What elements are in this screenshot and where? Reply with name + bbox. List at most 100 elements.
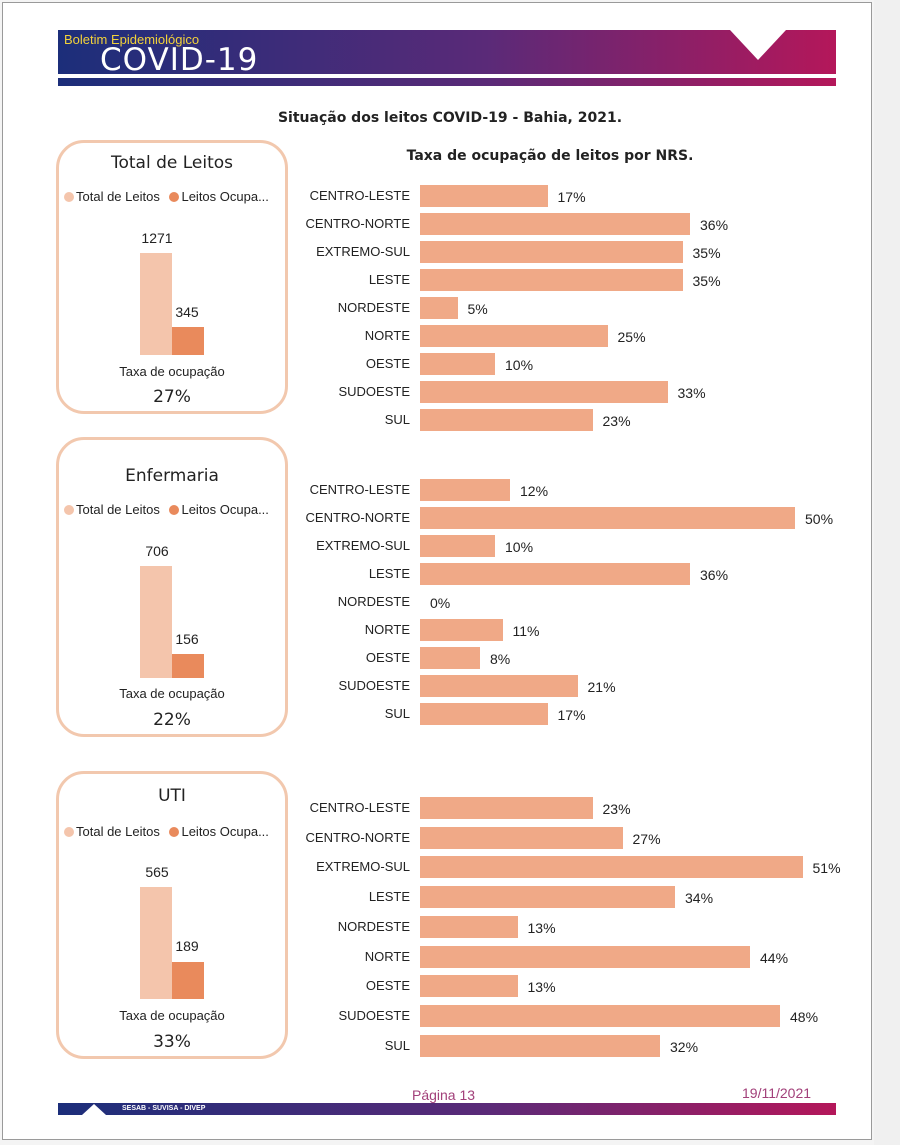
- nrs-chart-enfermaria: CENTRO-LESTE 12% CENTRO-NORTE 50% EXTREMO-SU…: [300, 478, 860, 734]
- total-value-label: 706: [145, 543, 169, 559]
- legend-item-total: Total de Leitos: [64, 502, 160, 517]
- occupied-bar: [172, 962, 204, 999]
- category-label: EXTREMO-SUL: [316, 538, 410, 553]
- category-label: OESTE: [365, 978, 410, 994]
- card-title: Total de Leitos: [110, 153, 234, 173]
- rate-label: Taxa de ocupação: [119, 1008, 225, 1023]
- chart-row-extremo-sul: EXTREMO-SUL 35%: [300, 240, 860, 264]
- page-number: Página 13: [412, 1087, 476, 1103]
- legend-item-total: Total de Leitos: [64, 824, 160, 839]
- chart-row-sul: SUL 32%: [300, 1034, 860, 1058]
- category-label: CENTRO-NORTE: [305, 510, 410, 525]
- footer-banner: [58, 1103, 836, 1115]
- bar-value-label: 13%: [527, 979, 556, 996]
- total-bar: [140, 253, 172, 355]
- bar-sudoeste: [420, 675, 578, 697]
- bar-value-label: 48%: [790, 1008, 819, 1025]
- chart-row-norte: NORTE 25%: [300, 324, 860, 348]
- bar-value-label: 50%: [805, 511, 834, 527]
- category-label: NORDESTE: [337, 300, 410, 315]
- nrs-chart-uti: CENTRO-LESTE 23% CENTRO-NORTE 27% EXTREMO-SU…: [300, 796, 860, 1060]
- category-label: NORDESTE: [337, 918, 410, 934]
- bar-extremo-sul: [420, 241, 683, 263]
- chart-row-centro-leste: CENTRO-LESTE 12%: [300, 478, 860, 502]
- legend-dot-occupied: [169, 192, 180, 202]
- bar-value-label: 32%: [670, 1038, 699, 1055]
- occupied-bar: [172, 327, 204, 355]
- bar-value-label: 27%: [632, 830, 661, 847]
- bar-extremo-sul: [420, 856, 803, 879]
- bar-value-label: 10%: [505, 539, 534, 555]
- legend: Total de Leitos Leitos Ocupa...: [64, 189, 288, 207]
- legend-label-total: Total de Leitos: [76, 502, 160, 517]
- bar-nordeste: [420, 297, 458, 319]
- bar-value-label: 23%: [602, 413, 631, 429]
- card-title: Enfermaria: [125, 466, 219, 486]
- chart-row-norte: NORTE 44%: [300, 945, 860, 969]
- chart-row-nordeste: NORDESTE 5%: [300, 296, 860, 320]
- occupied-value-label: 156: [175, 631, 199, 647]
- category-label: EXTREMO-SUL: [316, 859, 410, 875]
- chart-row-sudoeste: SUDOESTE 33%: [300, 380, 860, 404]
- total-value-label: 1271: [141, 230, 173, 246]
- category-label: NORTE: [364, 622, 410, 637]
- bar-centro-norte: [420, 826, 623, 849]
- legend-item-occupied: Leitos Ocupa...: [169, 824, 269, 839]
- bar-value-label: 23%: [602, 801, 631, 817]
- page-title: Situação dos leitos COVID-19 - Bahia, 20…: [277, 110, 623, 126]
- bar-centro-norte: [420, 507, 795, 529]
- chart-row-leste: LESTE 35%: [300, 268, 860, 292]
- bar-value-label: 21%: [587, 679, 616, 695]
- bar-norte: [420, 325, 608, 347]
- occupied-bar: [172, 654, 204, 678]
- bar-value-label: 36%: [700, 217, 729, 233]
- rate-label: Taxa de ocupação: [119, 686, 225, 701]
- bar-value-label: 35%: [692, 245, 721, 261]
- bar-value-label: 17%: [557, 707, 586, 723]
- chart-row-norte: NORTE 11%: [300, 618, 860, 642]
- category-label: CENTRO-LESTE: [309, 800, 410, 815]
- bar-value-label: 35%: [692, 273, 721, 289]
- legend-item-occupied: Leitos Ocupa...: [169, 189, 269, 204]
- bar-norte: [420, 619, 503, 641]
- legend-dot-total: [64, 192, 74, 202]
- legend-item-occupied: Leitos Ocupa...: [169, 502, 269, 517]
- chart-row-centro-norte: CENTRO-NORTE 36%: [300, 212, 860, 236]
- legend: Total de Leitos Leitos Ocupa...: [64, 502, 288, 520]
- bar-value-label: 44%: [760, 949, 789, 966]
- rate-label: Taxa de ocupação: [119, 364, 225, 379]
- occupied-value-label: 345: [175, 304, 199, 320]
- brand-subtitle: Boletim Epidemiológico: [64, 32, 200, 47]
- viewer-side-strip: [874, 0, 900, 1145]
- bar-centro-leste: [420, 479, 510, 501]
- bar-value-label: 12%: [520, 483, 549, 499]
- bar-value-label: 13%: [527, 919, 556, 936]
- bar-sul: [420, 409, 593, 431]
- bar-sudoeste: [420, 381, 668, 403]
- category-label: SUL: [384, 1037, 410, 1053]
- bar-value-label: 10%: [505, 357, 534, 373]
- chart-row-extremo-sul: EXTREMO-SUL 10%: [300, 534, 860, 558]
- legend-label-total: Total de Leitos: [76, 824, 160, 839]
- category-label: SUDOESTE: [338, 384, 410, 399]
- chart-row-sul: SUL 23%: [300, 408, 860, 432]
- category-label: OESTE: [365, 356, 410, 371]
- chart-row-leste: LESTE 36%: [300, 562, 860, 586]
- category-label: LESTE: [368, 566, 410, 581]
- brand-title: COVID-19: [100, 42, 259, 78]
- bar-sul: [420, 703, 548, 725]
- bar-value-label: 0%: [430, 595, 451, 611]
- chart-row-oeste: OESTE 13%: [300, 974, 860, 998]
- bar-centro-leste: [420, 797, 593, 819]
- bar-value-label: 17%: [557, 189, 586, 205]
- category-label: SUDOESTE: [338, 678, 410, 693]
- bar-norte: [420, 945, 750, 968]
- bar-nordeste: [420, 915, 518, 938]
- category-label: CENTRO-NORTE: [305, 216, 410, 231]
- nrs-chart-total-leitos: CENTRO-LESTE 17% CENTRO-NORTE 36% EXTREMO-SU…: [300, 184, 860, 440]
- bar-leste: [420, 269, 683, 291]
- total-value-label: 565: [145, 864, 169, 880]
- header-banner: [58, 30, 836, 86]
- chart-row-extremo-sul: EXTREMO-SUL 51%: [300, 855, 860, 879]
- card-title: UTI: [158, 786, 186, 806]
